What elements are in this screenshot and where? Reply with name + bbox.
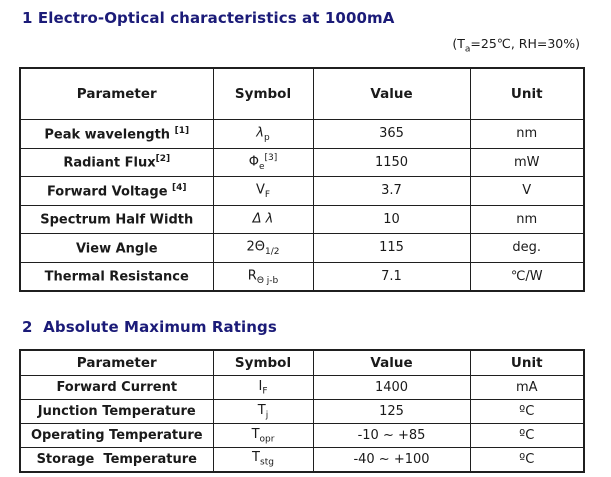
table-row: Forward Voltage [4] VF 3.7 V <box>19 176 585 206</box>
symbol-base: V <box>255 182 265 198</box>
value-cell: 1150 <box>312 147 471 177</box>
header-unit: Unit <box>469 67 585 120</box>
param-footnote-ref: [1] <box>174 125 190 136</box>
param-cell: Radiant Flux[2] <box>19 147 214 177</box>
param-cell: Spectrum Half Width <box>19 204 214 234</box>
symbol-subscript: e <box>258 161 265 172</box>
param-cell: Operating Temperature <box>19 423 214 448</box>
header-parameter: Parameter <box>19 67 214 120</box>
param-text: Spectrum Half Width <box>40 212 194 228</box>
unit-cell: V <box>469 176 585 206</box>
value-cell: -40 ~ +100 <box>312 447 471 472</box>
condition-post: =25℃, RH=30%) <box>470 36 580 51</box>
symbol-cell: Φe[3] <box>212 147 314 177</box>
unit-cell: mW <box>469 147 585 177</box>
table-row: Forward Current IF 1400 mA <box>19 375 585 400</box>
table-row: Peak wavelength [1] λp 365 nm <box>19 119 585 149</box>
value-cell: 7.1 <box>312 261 471 291</box>
param-cell: View Angle <box>19 233 214 263</box>
param-cell: Forward Voltage [4] <box>19 176 214 206</box>
absolute-maximum-ratings-table: Parameter Symbol Value Unit Forward Curr… <box>19 348 585 473</box>
symbol-base: R <box>247 267 257 283</box>
symbol-cell: Tstg <box>212 447 314 472</box>
symbol-subscript: j <box>265 410 269 421</box>
symbol-cell: Tj <box>212 399 314 424</box>
symbol-cell: Δ λ <box>212 204 314 234</box>
symbol-base: T <box>252 450 260 466</box>
unit-cell: ºC <box>469 423 585 448</box>
param-cell: Peak wavelength [1] <box>19 119 214 149</box>
param-cell: Junction Temperature <box>19 399 214 424</box>
symbol-base: T <box>257 402 266 418</box>
table-row: Storage Temperature Tstg -40 ~ +100 ºC <box>19 447 585 472</box>
symbol-subscript: F <box>264 190 271 201</box>
unit-cell: mA <box>469 375 585 400</box>
unit-cell: nm <box>469 204 585 234</box>
condition-subscript: a <box>464 44 471 55</box>
symbol-subscript: 1/2 <box>265 247 280 258</box>
symbol-cell: Topr <box>212 423 314 448</box>
electro-optical-table: Parameter Symbol Value Unit Peak wavelen… <box>19 66 585 292</box>
param-footnote-ref: [2] <box>155 154 171 165</box>
table-row: Thermal Resistance RΘ j-b 7.1 ℃/W <box>19 261 585 291</box>
symbol-base: Φ <box>248 154 259 170</box>
symbol-superscript: [3] <box>264 152 278 163</box>
value-cell: 115 <box>312 233 471 263</box>
header-parameter: Parameter <box>19 349 214 376</box>
param-text: Thermal Resistance <box>44 269 189 285</box>
header-symbol: Symbol <box>212 67 314 120</box>
param-cell: Forward Current <box>19 375 214 400</box>
symbol-cell: VF <box>212 176 314 206</box>
param-footnote-ref: [4] <box>172 182 187 193</box>
param-text: Radiant Flux <box>63 155 156 171</box>
param-text: View Angle <box>75 240 158 256</box>
symbol-base: T <box>251 426 260 442</box>
unit-cell: ºC <box>469 399 585 424</box>
symbol-subscript: opr <box>259 434 275 445</box>
table-row: View Angle 2Θ1/2 115 deg. <box>19 233 585 263</box>
param-text: Peak wavelength <box>44 126 175 142</box>
unit-cell: deg. <box>469 233 585 263</box>
symbol-base: I <box>258 378 263 394</box>
symbol-subscript: stg <box>260 458 274 469</box>
value-cell: -10 ~ +85 <box>312 423 471 448</box>
unit-cell: nm <box>469 119 585 149</box>
symbol-cell: RΘ j-b <box>212 261 314 291</box>
param-text: Forward Voltage <box>46 183 173 199</box>
unit-cell: ℃/W <box>469 261 585 291</box>
symbol-base: Δ λ <box>252 211 274 227</box>
header-value: Value <box>312 349 471 376</box>
param-cell: Thermal Resistance <box>19 261 214 291</box>
value-cell: 365 <box>312 119 471 149</box>
header-symbol: Symbol <box>212 349 314 376</box>
section-1-heading: 1 Electro-Optical characteristics at 100… <box>22 9 395 27</box>
test-condition-note: (Ta=25℃, RH=30%) <box>0 36 611 55</box>
symbol-cell: λp <box>212 119 314 149</box>
header-unit: Unit <box>469 349 585 376</box>
symbol-subscript: F <box>262 386 268 397</box>
symbol-subscript: p <box>263 133 270 144</box>
table-row: Spectrum Half Width Δ λ 10 nm <box>19 204 585 234</box>
symbol-base: 2Θ <box>246 239 266 255</box>
value-cell: 3.7 <box>312 176 471 206</box>
param-cell: Storage Temperature <box>19 447 214 472</box>
header-value: Value <box>312 67 471 120</box>
symbol-subscript: Θ j-b <box>256 275 279 286</box>
value-cell: 1400 <box>312 375 471 400</box>
table-row: Operating Temperature Topr -10 ~ +85 ºC <box>19 423 585 448</box>
table-header-row: Parameter Symbol Value Unit <box>19 67 585 120</box>
symbol-cell: 2Θ1/2 <box>212 233 314 263</box>
symbol-cell: IF <box>212 375 314 400</box>
table-row: Junction Temperature Tj 125 ºC <box>19 399 585 424</box>
value-cell: 10 <box>312 204 471 234</box>
table-row: Radiant Flux[2] Φe[3] 1150 mW <box>19 147 585 177</box>
value-cell: 125 <box>312 399 471 424</box>
condition-pre: (T <box>452 36 465 51</box>
table-header-row: Parameter Symbol Value Unit <box>19 349 585 376</box>
section-2-heading: 2 Absolute Maximum Ratings <box>22 317 277 336</box>
unit-cell: ºC <box>469 447 585 472</box>
symbol-base: λ <box>256 125 264 141</box>
